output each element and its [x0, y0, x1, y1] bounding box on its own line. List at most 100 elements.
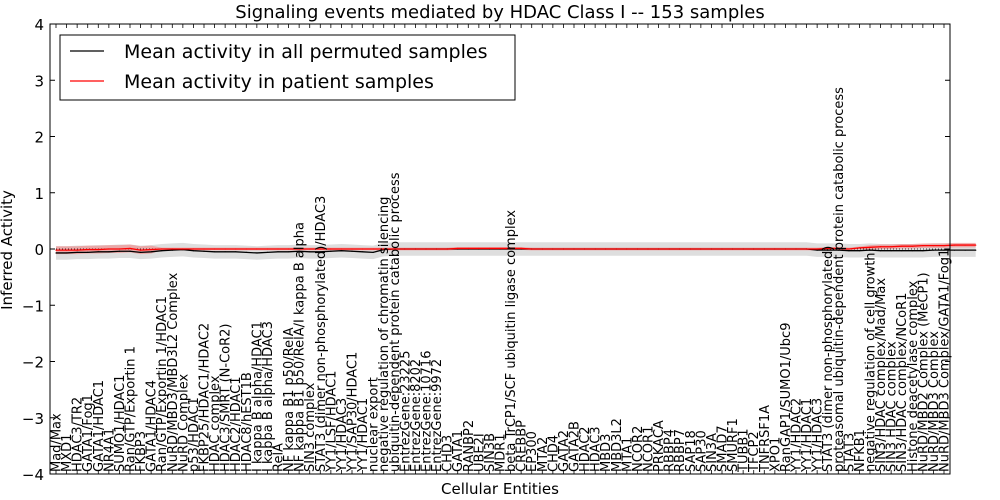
- x-tick-label: NuRD/MBD3/MBD3L2 Complex: [166, 272, 181, 472]
- data-point-0: [858, 250, 861, 252]
- x-tick-label: EntrezGene:23225: [398, 351, 413, 472]
- data-point-1: [901, 245, 903, 247]
- band-permuted: [56, 242, 976, 260]
- data-point-1: [964, 244, 966, 246]
- data-point-0: [351, 250, 353, 252]
- data-point-1: [943, 245, 945, 247]
- data-point-0: [108, 251, 110, 253]
- legend-label-patient: Mean activity in patient samples: [124, 71, 434, 93]
- data-point-1: [129, 247, 131, 250]
- x-tick-label: NuRD/MBD3 Complex/GATA1/Fog1: [938, 249, 953, 472]
- data-point-0: [340, 250, 343, 252]
- data-point-0: [943, 249, 945, 251]
- x-tick-label: YY1/LSF/HDAC1: [324, 371, 339, 473]
- legend-box: [59, 34, 516, 101]
- data-point-1: [171, 248, 173, 250]
- y-tick-label: −4: [22, 466, 44, 484]
- x-tick-label: NR4A1: [102, 428, 117, 472]
- x-tick-label: NF kappa B1 p50/RelA: [282, 327, 297, 472]
- y-ticks: −4 −3 −2 −1 0 1 2 3 4: [22, 16, 950, 484]
- x-tick-label: NF kappa B1 p50/RelA/I kappa B alpha: [293, 222, 308, 472]
- data-point-0: [298, 250, 300, 252]
- data-point-0: [309, 251, 311, 253]
- data-point-0: [171, 249, 173, 251]
- x-tick-label: Ran/GTP/Exportin 1/HDAC1: [155, 296, 170, 472]
- data-point-1: [837, 247, 839, 250]
- data-point-1: [784, 248, 787, 250]
- x-tick-label: CHD3: [441, 435, 456, 472]
- data-point-1: [414, 248, 417, 250]
- x-tick-label: RanGAP1/SUMO1/Ubc9: [779, 323, 794, 472]
- data-point-1: [953, 244, 956, 246]
- data-point-1: [372, 248, 374, 250]
- x-tick-label: MXD1: [60, 434, 75, 472]
- x-tick-label: CREBBP: [515, 420, 530, 472]
- data-point-1: [192, 248, 195, 250]
- y-tick-label: −1: [22, 297, 44, 315]
- x-tick-label: GATA1/HDAC1: [92, 380, 107, 472]
- x-tick-label: SIN3/HDAC complex/Mad/Max: [874, 278, 889, 472]
- x-tick-label: RelA: [272, 443, 287, 472]
- data-point-1: [932, 245, 935, 247]
- data-point-0: [922, 250, 924, 252]
- data-point-1: [816, 248, 818, 250]
- x-tick-label: RBBP7: [673, 429, 688, 472]
- x-tick-label: SAP18: [684, 430, 699, 472]
- x-tick-label: YY1/HDAC1: [800, 398, 815, 473]
- x-tick-label: YY1/HDAC3: [335, 398, 350, 473]
- data-point-1: [763, 248, 765, 250]
- data-point-1: [256, 248, 258, 250]
- x-tick-label: STAT3: [842, 433, 857, 472]
- x-tick-label: I kappa B alpha/HDAC1: [250, 321, 265, 472]
- data-point-0: [964, 249, 966, 251]
- y-tick-label: 3: [34, 72, 44, 90]
- data-point-0: [319, 251, 321, 253]
- data-point-1: [245, 248, 247, 250]
- data-point-1: [795, 248, 797, 250]
- data-point-1: [203, 248, 205, 250]
- x-tick-label: RBBP4: [663, 429, 678, 472]
- x-tick-label: FKBP3: [134, 431, 149, 472]
- x-tick-label: I kappa B alpha/HDAC3: [261, 321, 276, 472]
- y-tick-label: 4: [34, 16, 44, 34]
- x-tick-label: TUBB1: [737, 428, 752, 473]
- data-point-1: [922, 245, 924, 247]
- x-tick-label: HDAC complex: [208, 375, 223, 472]
- x-tick-label: UBE2I: [472, 433, 487, 472]
- x-tick-label: MBD3: [599, 434, 614, 472]
- data-point-1: [161, 248, 163, 250]
- data-point-0: [76, 251, 78, 253]
- x-tick-label: SMAD7: [716, 425, 731, 472]
- data-point-0: [869, 249, 871, 251]
- series-line-1: [56, 244, 976, 251]
- data-point-1: [446, 248, 448, 250]
- data-point-0: [827, 249, 829, 251]
- data-point-0: [816, 249, 818, 251]
- data-point-0: [97, 251, 99, 253]
- data-point-0: [372, 251, 374, 253]
- x-tick-label: PRKACA: [652, 420, 667, 472]
- x-tick-label: GATA1: [451, 430, 466, 472]
- data-point-1: [309, 248, 311, 250]
- data-point-1: [774, 248, 776, 250]
- data-point-1: [287, 248, 290, 250]
- x-tick-label: TNFRSF1A: [758, 405, 773, 473]
- x-tick-label: negative regulation of cell growth: [864, 252, 879, 472]
- data-point-0: [129, 250, 131, 252]
- plot-frame: [49, 23, 951, 475]
- data-point-0: [330, 250, 332, 252]
- x-tick-label: HDAC2: [578, 426, 593, 472]
- data-point-1: [520, 247, 522, 250]
- data-point-1: [150, 248, 152, 251]
- data-point-1: [509, 247, 512, 250]
- y-tick-label: −2: [22, 354, 44, 372]
- data-point-0: [139, 251, 142, 253]
- data-point-1: [531, 248, 533, 250]
- x-tick-label: Histone deacetylase complex: [906, 280, 921, 472]
- data-point-1: [805, 248, 808, 250]
- x-tick-label: YY1/SAP30/HDAC1: [346, 352, 361, 473]
- data-point-1: [393, 248, 395, 250]
- data-point-1: [224, 248, 226, 250]
- data-point-0: [203, 250, 205, 252]
- data-point-0: [890, 250, 892, 252]
